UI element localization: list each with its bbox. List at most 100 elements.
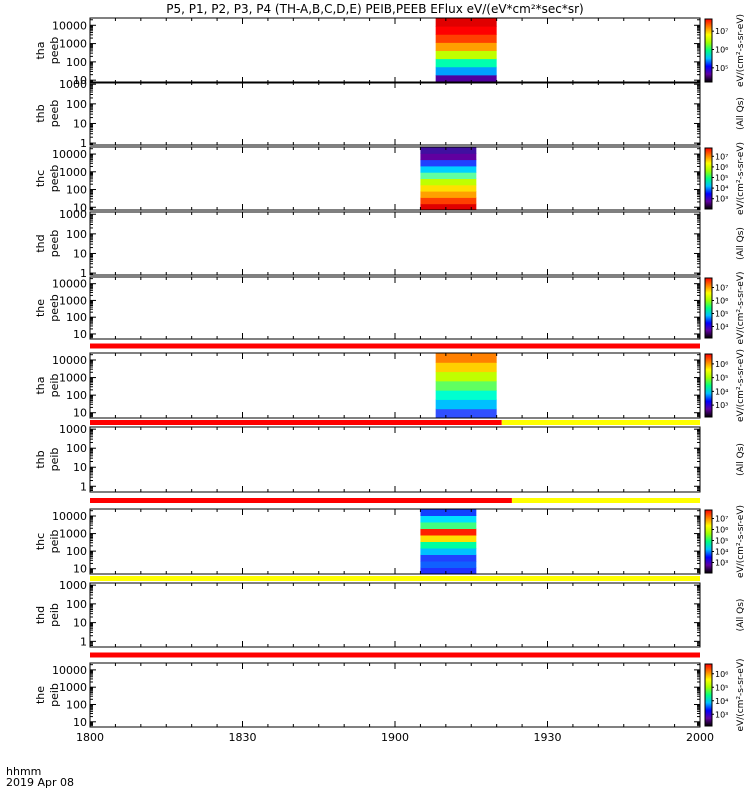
y-tick-label: 100 bbox=[66, 698, 87, 711]
y-tick-label: 10 bbox=[73, 407, 87, 420]
y-tick-label: 1000 bbox=[59, 372, 87, 385]
energy-band bbox=[435, 371, 497, 382]
y-tick-label: 10000 bbox=[52, 19, 87, 32]
panel-probe-label: tha bbox=[34, 376, 47, 394]
y-ticks: 10 100 1000 10000 bbox=[52, 354, 700, 420]
colorbar-swatch bbox=[704, 147, 713, 210]
chart-title: P5, P1, P2, P3, P4 (TH-A,B,C,D,E) PEIB,P… bbox=[166, 2, 583, 16]
energy-band bbox=[420, 541, 477, 549]
y-ticks: 10 100 1000 10000 bbox=[52, 19, 700, 87]
y-tick-label: 10 bbox=[73, 461, 87, 474]
colorbar-swatch bbox=[704, 353, 713, 418]
y-tick-label: 100 bbox=[66, 598, 87, 611]
flag-segment bbox=[511, 498, 700, 503]
energy-band bbox=[435, 66, 497, 76]
colorbar-tick-label: 10⁵ bbox=[715, 174, 728, 183]
panel-tha-peib: 10 100 1000 10000 tha peib 10³ 10⁴ 10⁵ 10⁶ eV/(cm²… bbox=[34, 349, 746, 425]
energy-band bbox=[435, 408, 497, 419]
flag-segment bbox=[90, 576, 700, 581]
y-ticks: 1 10 100 1000 bbox=[59, 78, 700, 150]
energy-band bbox=[420, 515, 477, 523]
y-tick-label: 100 bbox=[66, 311, 87, 324]
energy-band bbox=[435, 390, 497, 400]
colorbar: 10⁴ 10⁵ 10⁶ 10⁷ eV/(cm²-s-sr-eV) bbox=[704, 271, 746, 345]
panel-probe-label: thd bbox=[34, 606, 47, 624]
side-label: (All Qs) bbox=[736, 227, 746, 260]
panel-frame bbox=[89, 582, 701, 648]
panel-frame bbox=[89, 662, 701, 728]
colorbar-tick-label: 10⁶ bbox=[715, 163, 728, 172]
colorbar-tick-label: 10⁴ bbox=[715, 387, 728, 396]
flag-segment bbox=[90, 652, 700, 658]
colorbar-tick-label: 10³ bbox=[715, 401, 728, 410]
y-tick-label: 100 bbox=[66, 184, 87, 197]
quality-flag-bar bbox=[90, 343, 700, 349]
colorbar-tick-label: 10⁴ bbox=[715, 323, 728, 332]
y-tick-label: 1000 bbox=[59, 38, 87, 51]
energy-band bbox=[435, 26, 497, 35]
colorbar-swatch bbox=[704, 277, 713, 339]
panel-thd-peeb: 1 10 100 1000 thd peeb (All Qs) bbox=[34, 208, 746, 280]
colorbar-label: eV/(cm²-s-sr-eV) bbox=[736, 271, 746, 344]
colorbar-label: eV/(cm²-s-sr-eV) bbox=[736, 14, 746, 87]
x-ticks bbox=[89, 509, 701, 574]
y-tick-label: 100 bbox=[66, 98, 87, 111]
y-tick-label: 10 bbox=[73, 117, 87, 130]
y-ticks: 10 100 1000 10000 bbox=[52, 510, 700, 576]
colorbar-tick-label: 10⁷ bbox=[715, 284, 728, 293]
spectrogram-block bbox=[420, 147, 477, 211]
y-tick-label: 1000 bbox=[59, 78, 87, 91]
y-tick-label: 10000 bbox=[52, 664, 87, 677]
y-tick-label: 10000 bbox=[52, 510, 87, 523]
panel-thb-peib: 1 10 100 1000 thb peib (All Qs) bbox=[34, 423, 746, 503]
colorbar-tick-label: 10³ bbox=[715, 195, 728, 204]
panel-frame bbox=[89, 17, 701, 84]
panel-product-label: peeb bbox=[48, 37, 61, 65]
y-tick-label: 10 bbox=[73, 716, 87, 729]
energy-band bbox=[420, 203, 477, 211]
y-tick-label: 10 bbox=[73, 74, 87, 87]
colorbar-tick-label: 10⁶ bbox=[715, 360, 728, 369]
y-tick-label: 100 bbox=[66, 545, 87, 558]
y-tick-label: 100 bbox=[66, 56, 87, 69]
y-tick-label: 1 bbox=[80, 137, 87, 150]
panel-probe-label: tha bbox=[34, 41, 47, 59]
energy-band bbox=[435, 380, 497, 391]
panel-the-peib: 10 100 1000 10000 the peib 10³ 10⁴ 10⁵ 10⁶ eV/(cm²… bbox=[34, 658, 746, 731]
colorbar-tick-label: 10⁵ bbox=[715, 683, 728, 692]
quality-flag-bar bbox=[90, 576, 700, 581]
x-ticks bbox=[89, 147, 701, 210]
colorbar-swatch bbox=[704, 663, 713, 727]
colorbar-tick-label: 10⁷ bbox=[715, 152, 728, 161]
energy-band bbox=[420, 184, 477, 192]
colorbar-tick-label: 10⁶ bbox=[715, 297, 728, 306]
y-tick-label: 10 bbox=[73, 247, 87, 260]
energy-band bbox=[435, 74, 497, 84]
colorbar-tick-label: 10⁴ bbox=[715, 697, 728, 706]
y-tick-label: 10 bbox=[73, 328, 87, 341]
energy-band bbox=[420, 554, 477, 562]
y-tick-label: 1000 bbox=[59, 208, 87, 221]
energy-band bbox=[420, 535, 477, 542]
panel-product-label: peib bbox=[48, 683, 61, 707]
energy-band bbox=[420, 178, 477, 186]
panel-product-label: peeb bbox=[48, 100, 61, 128]
y-tick-label: 100 bbox=[66, 442, 87, 455]
panel-probe-label: the bbox=[34, 686, 47, 704]
colorbar-tick-label: 10³ bbox=[715, 710, 728, 719]
y-tick-label: 10 bbox=[73, 617, 87, 630]
panel-thb-peeb: 1 10 100 1000 thb peeb (All Qs) bbox=[34, 78, 746, 150]
y-tick-label: 1 bbox=[80, 480, 87, 493]
y-tick-label: 1000 bbox=[59, 166, 87, 179]
panel-product-label: peib bbox=[48, 603, 61, 627]
panel-probe-label: thc bbox=[34, 170, 47, 187]
x-tick-label: 1830 bbox=[229, 731, 257, 744]
energy-band bbox=[420, 567, 477, 575]
energy-band bbox=[435, 58, 497, 68]
colorbar: 10³ 10⁴ 10⁵ 10⁶ eV/(cm²-s-sr-eV) bbox=[704, 658, 746, 732]
energy-band bbox=[435, 34, 497, 43]
spectrogram-block bbox=[420, 509, 477, 575]
